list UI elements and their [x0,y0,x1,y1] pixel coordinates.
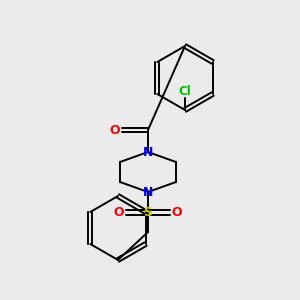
Text: O: O [172,206,182,218]
Text: Cl: Cl [178,85,191,98]
Text: N: N [143,185,153,199]
Text: O: O [114,206,124,218]
Text: O: O [110,124,120,136]
Text: S: S [143,206,152,218]
Text: N: N [143,146,153,158]
